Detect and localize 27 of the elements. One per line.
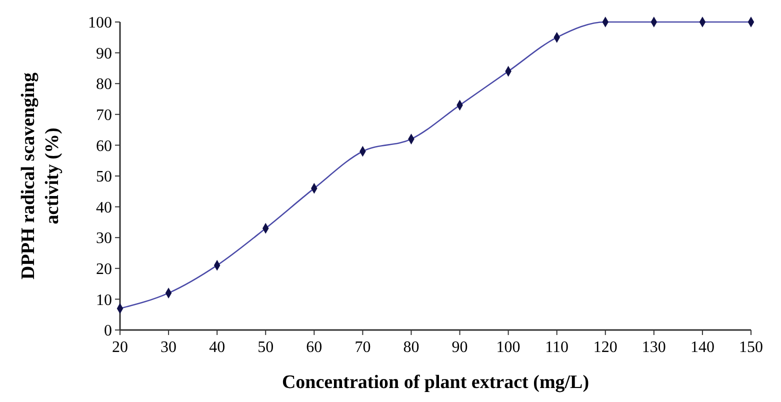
y-tick-label: 80	[96, 76, 112, 94]
x-tick-label: 60	[306, 339, 322, 356]
x-tick-label: 80	[403, 339, 420, 356]
y-tick-label: 50	[96, 168, 112, 186]
y-tick-label: 60	[96, 138, 112, 155]
x-tick-label: 120	[593, 339, 618, 356]
y-tick-label: 90	[96, 45, 112, 62]
y-tick-label: 100	[88, 14, 112, 32]
x-tick-label: 30	[160, 339, 177, 356]
y-tick-label: 20	[96, 261, 112, 278]
x-axis-title: Concentration of plant extract (mg/L)	[282, 372, 590, 393]
x-tick-label: 130	[642, 339, 666, 356]
y-tick-label: 0	[104, 322, 112, 340]
x-tick-label: 140	[690, 339, 714, 356]
y-axis-title: DPPH radical scavenging activity (%)	[18, 72, 63, 280]
x-tick-label: 50	[258, 339, 274, 356]
x-tick-label: 110	[545, 339, 569, 356]
x-tick-label: 150	[739, 339, 763, 356]
x-tick-label: 100	[496, 339, 520, 356]
y-tick-label: 40	[96, 199, 112, 216]
x-tick-label: 40	[209, 339, 226, 356]
y-tick-label: 10	[96, 292, 112, 309]
x-tick-label: 20	[112, 339, 128, 356]
x-tick-label: 70	[354, 339, 371, 356]
y-tick-label: 70	[96, 107, 112, 124]
x-tick-label: 90	[452, 339, 468, 356]
y-tick-label: 30	[96, 230, 112, 248]
